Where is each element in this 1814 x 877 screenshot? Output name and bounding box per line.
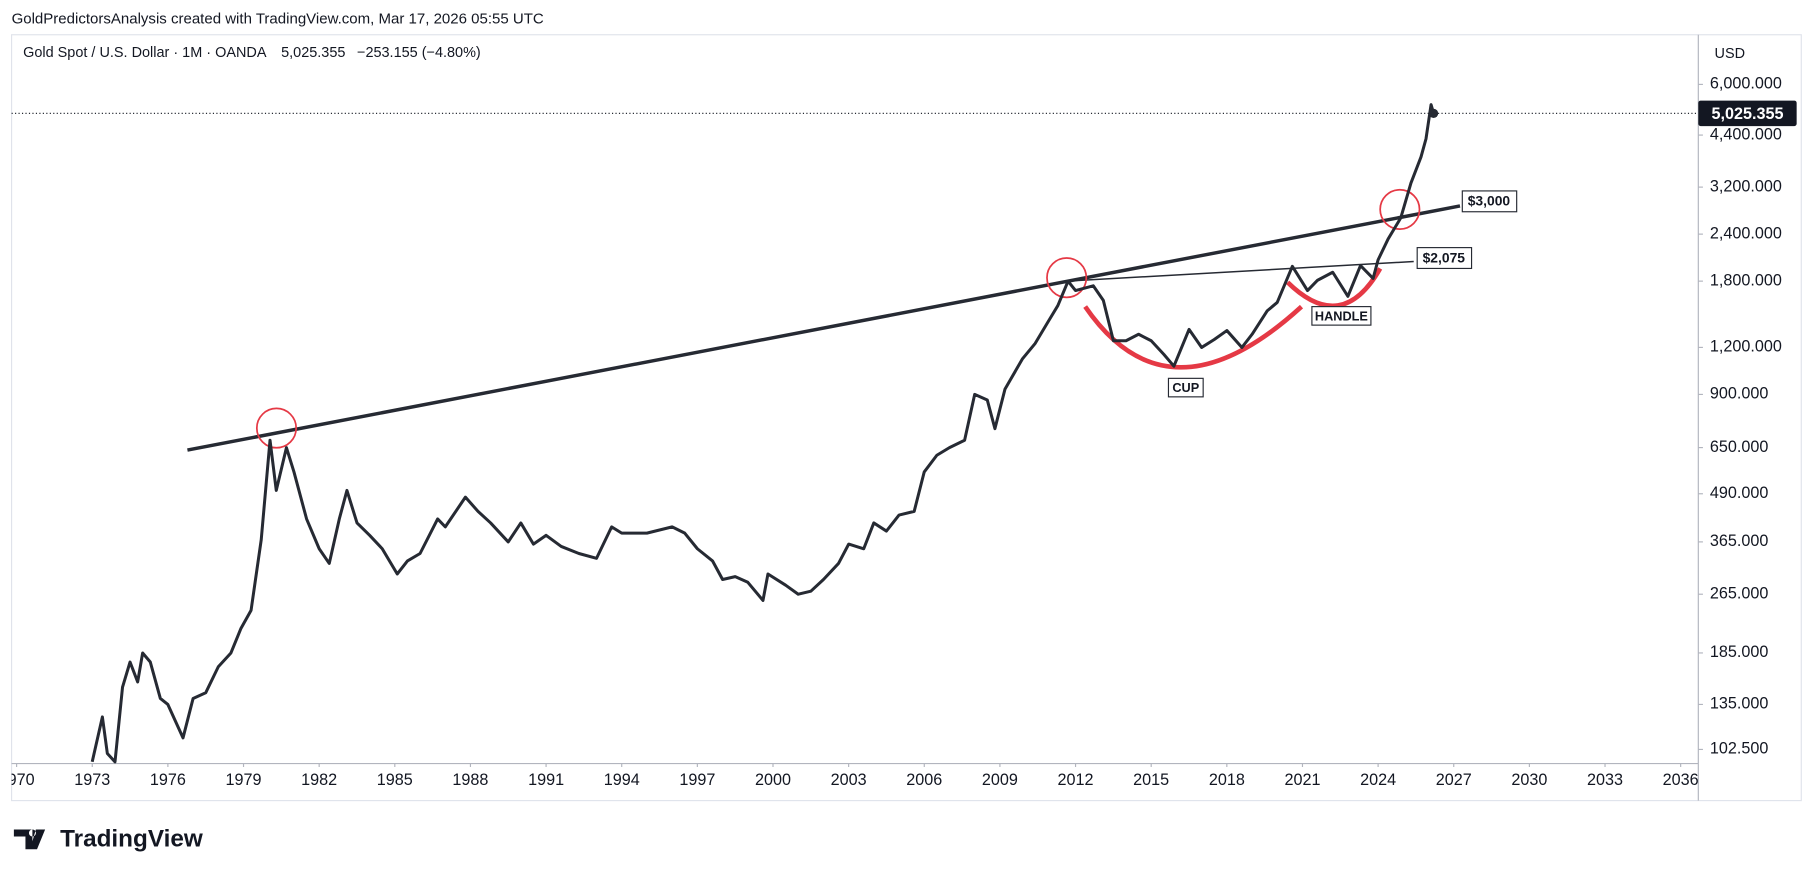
drawings xyxy=(187,188,1461,452)
x-tick-label: 2000 xyxy=(755,771,791,789)
brand-name: TradingView xyxy=(60,825,203,852)
x-tick-label: 2036 xyxy=(1663,771,1699,789)
y-tick-label: 900.000 xyxy=(1710,385,1769,403)
x-tick-label: 2021 xyxy=(1284,771,1320,789)
label-box xyxy=(1416,247,1473,270)
y-tick-label: 2,400.000 xyxy=(1710,224,1782,242)
frame xyxy=(10,34,1802,802)
x-tick-label: 2012 xyxy=(1058,771,1094,789)
y-tick-label: 1,200.000 xyxy=(1710,338,1782,356)
y-tick-label: 102.500 xyxy=(1710,740,1769,758)
last-point xyxy=(1428,108,1439,118)
header-price: 5,025.355 xyxy=(281,45,345,61)
x-tick-label: 1997 xyxy=(679,771,715,789)
y-tick-label: 365.000 xyxy=(1710,532,1769,550)
x-tick-label: 2030 xyxy=(1511,771,1547,789)
y-tick-label: 650.000 xyxy=(1710,438,1769,456)
x-tick-label: 1982 xyxy=(301,771,337,789)
x-tick-label: 2009 xyxy=(982,771,1018,789)
x-tick-label: 1985 xyxy=(377,771,413,789)
x-axis: 1970 1973 1976 1979 1982 1985 1988 1991 1994 1997… xyxy=(0,763,1699,789)
brand: TradingView xyxy=(13,825,203,852)
handle-arc xyxy=(1285,267,1383,309)
x-tick-label: 2027 xyxy=(1436,771,1472,789)
x-tick-label: 1991 xyxy=(528,771,564,789)
brand-logo xyxy=(13,829,46,850)
x-tick-label: 1988 xyxy=(452,771,488,789)
y-tick-label: 6,000.000 xyxy=(1710,75,1782,93)
y-tick-label: 265.000 xyxy=(1710,584,1769,602)
annotation: $3,000 xyxy=(1468,193,1511,209)
x-tick-label: 1976 xyxy=(150,771,186,789)
resistance-line xyxy=(1066,260,1414,282)
annotation: HANDLE xyxy=(1315,308,1368,323)
y-tick-label: 4,400.000 xyxy=(1710,125,1782,143)
x-tick-label: 2003 xyxy=(831,771,867,789)
header-change: −253.155 (−4.80%) xyxy=(357,45,481,61)
y-tick-label: 185.000 xyxy=(1710,643,1769,661)
circle-marker xyxy=(1046,257,1088,299)
y-tick-label: 490.000 xyxy=(1710,484,1769,502)
x-tick-label: 2018 xyxy=(1209,771,1245,789)
label-box xyxy=(1461,190,1518,213)
circle-marker xyxy=(255,407,298,449)
x-tick-label: 2006 xyxy=(906,771,942,789)
currency: USD xyxy=(1715,46,1746,62)
x-tick-label: 1979 xyxy=(226,771,262,789)
cup-arc xyxy=(1083,304,1304,370)
symbol-title: Gold Spot / U.S. Dollar · 1M · OANDA xyxy=(23,45,267,61)
price-tag-label: 5,025.355 xyxy=(1711,105,1783,123)
x-tick-label: 1973 xyxy=(74,771,110,789)
x-tick-label: 2033 xyxy=(1587,771,1623,789)
x-tick-label: 1994 xyxy=(604,771,640,789)
credit: GoldPredictorsAnalysis created with Trad… xyxy=(12,11,544,28)
plot xyxy=(11,103,1699,764)
label-box xyxy=(1311,306,1372,326)
y-tick-label: 135.000 xyxy=(1710,695,1769,713)
price-tag xyxy=(1698,100,1797,127)
x-tick-label: 1970 xyxy=(0,771,35,789)
price-line xyxy=(90,103,1436,764)
x-tick-label: 2024 xyxy=(1360,771,1396,789)
y-tick-label: 3,200.000 xyxy=(1710,177,1782,195)
circle-marker xyxy=(1379,188,1421,230)
x-tick-label: 2015 xyxy=(1133,771,1169,789)
y-tick-label: 1,800.000 xyxy=(1710,271,1782,289)
annotation: $2,075 xyxy=(1423,249,1466,265)
trend-line xyxy=(187,204,1461,452)
label-box xyxy=(1167,377,1204,398)
annotation: CUP xyxy=(1172,380,1199,395)
